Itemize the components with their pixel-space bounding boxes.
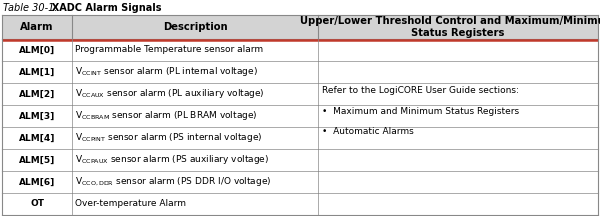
Bar [2, 15, 73, 39]
Text: ALM[4]: ALM[4] [19, 133, 55, 143]
Bar [73, 149, 318, 171]
Text: V$_\mathregular{CCAUX}$ sensor alarm (PL auxiliary voltage): V$_\mathregular{CCAUX}$ sensor alarm (PL… [76, 87, 265, 100]
Bar [2, 39, 73, 61]
Bar [2, 105, 73, 127]
Bar [2, 127, 73, 149]
Text: •  Maximum and Minimum Status Registers: • Maximum and Minimum Status Registers [322, 107, 519, 116]
Text: ALM[6]: ALM[6] [19, 178, 55, 186]
Bar [318, 149, 598, 171]
Bar [2, 149, 73, 171]
Text: ALM[1]: ALM[1] [19, 67, 55, 76]
Bar [318, 127, 598, 149]
Text: ALM[3]: ALM[3] [19, 111, 55, 121]
Text: Table 30-1:: Table 30-1: [3, 3, 58, 13]
Text: Description: Description [163, 22, 227, 32]
Bar [73, 105, 318, 127]
Text: Alarm: Alarm [20, 22, 54, 32]
Bar [73, 193, 318, 215]
Text: Refer to the LogiCORE User Guide sections:: Refer to the LogiCORE User Guide section… [322, 86, 519, 95]
Text: V$_\mathregular{CCBRAM}$ sensor alarm (PL BRAM voltage): V$_\mathregular{CCBRAM}$ sensor alarm (P… [76, 110, 258, 122]
Bar [2, 83, 73, 105]
Bar [318, 83, 598, 105]
Text: XADC Alarm Signals: XADC Alarm Signals [45, 3, 161, 13]
Text: ALM[0]: ALM[0] [19, 46, 55, 54]
Bar [318, 105, 598, 127]
Bar [318, 193, 598, 215]
Text: Upper/Lower Threshold Control and Maximum/Minimum
Status Registers: Upper/Lower Threshold Control and Maximu… [301, 16, 600, 38]
Bar [2, 61, 73, 83]
Text: V$_\mathregular{CCPAUX}$ sensor alarm (PS auxiliary voltage): V$_\mathregular{CCPAUX}$ sensor alarm (P… [76, 154, 269, 167]
Bar [73, 39, 318, 61]
Bar [73, 83, 318, 105]
Text: OT: OT [30, 200, 44, 208]
Text: ALM[2]: ALM[2] [19, 89, 55, 98]
Bar [318, 39, 598, 61]
Bar [2, 171, 73, 193]
Bar [73, 61, 318, 83]
Text: Programmable Temperature sensor alarm: Programmable Temperature sensor alarm [76, 46, 263, 54]
Bar [318, 15, 598, 39]
Text: V$_\mathregular{CCINT}$ sensor alarm (PL internal voltage): V$_\mathregular{CCINT}$ sensor alarm (PL… [76, 65, 258, 78]
Text: •  Automatic Alarms: • Automatic Alarms [322, 127, 413, 136]
Text: V$_\mathregular{CCPINT}$ sensor alarm (PS internal voltage): V$_\mathregular{CCPINT}$ sensor alarm (P… [76, 132, 263, 145]
Bar [318, 61, 598, 83]
Bar [73, 171, 318, 193]
Bar [318, 171, 598, 193]
Bar [73, 15, 318, 39]
Bar [73, 127, 318, 149]
Text: Over-temperature Alarm: Over-temperature Alarm [76, 200, 187, 208]
Text: V$_\mathregular{CCO,DDR}$ sensor alarm (PS DDR I/O voltage): V$_\mathregular{CCO,DDR}$ sensor alarm (… [76, 176, 272, 188]
Bar [2, 193, 73, 215]
Text: ALM[5]: ALM[5] [19, 156, 55, 165]
